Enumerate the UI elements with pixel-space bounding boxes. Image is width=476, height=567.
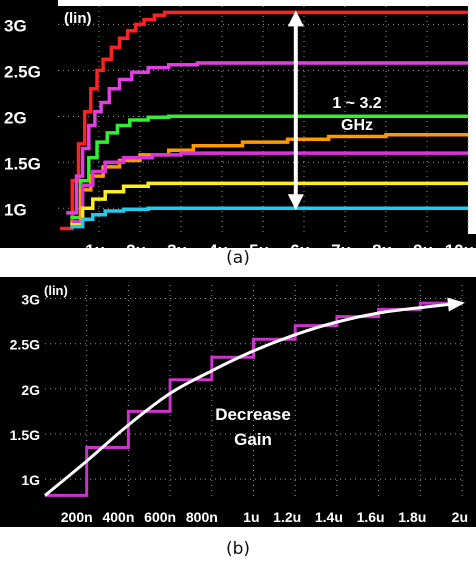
x-label-strip-a (0, 234, 476, 248)
y-ticks-a: 1G 1.5G 2G 2.5G 3G (4, 16, 41, 219)
x-tick-label: 6u (290, 241, 310, 248)
series-line (70, 181, 468, 227)
scale-label-b: (lin) (44, 283, 68, 298)
x-ticks-b: 200n 400n 600n 800n 1u 1.2u 1.4u 1.6u 1.8u 2u (61, 509, 468, 525)
annotation-b-line1: Decrease (215, 405, 291, 424)
series-line (66, 61, 468, 215)
x-tick-label: 4u (208, 241, 228, 248)
y-tick-label: 1.5G (10, 427, 40, 443)
x-tick-label: 2u (452, 509, 468, 525)
x-tick-label: 800n (186, 509, 218, 525)
caption-a: (a) (226, 248, 250, 268)
scale-label-a: (lin) (64, 10, 92, 27)
x-tick-label: 5u (249, 241, 269, 248)
plot-area-b: 1G 1.5G 2G 2.5G 3G 200n 400n 600n 800n 1u 1.2u 1.4… (0, 277, 476, 527)
x-tick-label: 8u (372, 241, 392, 248)
y-tick-label: 3G (4, 16, 27, 35)
y-tick-label: 2.5G (10, 337, 40, 353)
y-label-strip-a (0, 0, 58, 234)
y-tick-label: 1G (4, 200, 27, 219)
arrow-head-up (287, 10, 304, 27)
x-tick-label: 1.2u (273, 509, 301, 525)
series-line (72, 151, 468, 224)
series-group-b (45, 301, 462, 497)
plot-background-b (0, 277, 476, 527)
x-tick-label: 2u (126, 241, 146, 248)
x-ticks-a: 1u 2u 3u 4u 5u 6u 7u 8u 9u 10u (85, 241, 474, 248)
annotation-b-line2: Gain (234, 430, 272, 449)
x-tick-label: 600n (144, 509, 176, 525)
series-line (70, 206, 468, 229)
annotation-a-line2: GHz (341, 117, 373, 134)
x-tick-label: 1.6u (357, 509, 385, 525)
chart-b: 1G 1.5G 2G 2.5G 3G 200n 400n 600n 800n 1u 1.2u 1.4… (0, 277, 476, 527)
x-tick-label: 1u (243, 509, 259, 525)
x-tick-label: 1.8u (398, 509, 426, 525)
range-arrow-a (287, 10, 304, 211)
arrow-head-down (287, 194, 304, 211)
x-tick-label: 10u (445, 241, 474, 248)
trend-curve-path (44, 301, 463, 497)
y-tick-label: 1G (21, 472, 40, 488)
x-tick-label: 3u (167, 241, 187, 248)
series-line (45, 301, 462, 497)
x-tick-label: 200n (61, 509, 93, 525)
y-tick-label: 2G (4, 108, 27, 127)
annotation-a-line1: 1 ~ 3.2 (332, 95, 381, 112)
trend-curve-b (44, 297, 465, 497)
plot-area-a: 1G 1.5G 2G 2.5G 3G 1u 2u 3u 4u 5u 6u 7u 8u 9u 10u (li… (0, 0, 476, 248)
x-tick-label: 1.4u (315, 509, 343, 525)
series-line (70, 132, 468, 224)
series-line (70, 114, 468, 220)
y-tick-label: 3G (21, 292, 40, 308)
series-group-a (60, 10, 468, 231)
x-tick-label: 1u (85, 241, 105, 248)
x-tick-label: 9u (413, 241, 433, 248)
y-ticks-b: 1G 1.5G 2G 2.5G 3G (10, 292, 40, 489)
caption-b: (b) (225, 539, 251, 559)
x-tick-label: 400n (102, 509, 134, 525)
y-tick-label: 1.5G (4, 154, 41, 173)
series-line (60, 10, 468, 231)
x-tick-label: 7u (331, 241, 351, 248)
y-tick-label: 2G (21, 382, 40, 398)
chart-a: 1G 1.5G 2G 2.5G 3G 1u 2u 3u 4u 5u 6u 7u 8u 9u 10u (li… (0, 0, 476, 248)
trend-arrow-head (447, 297, 465, 312)
y-tick-label: 2.5G (4, 62, 41, 81)
